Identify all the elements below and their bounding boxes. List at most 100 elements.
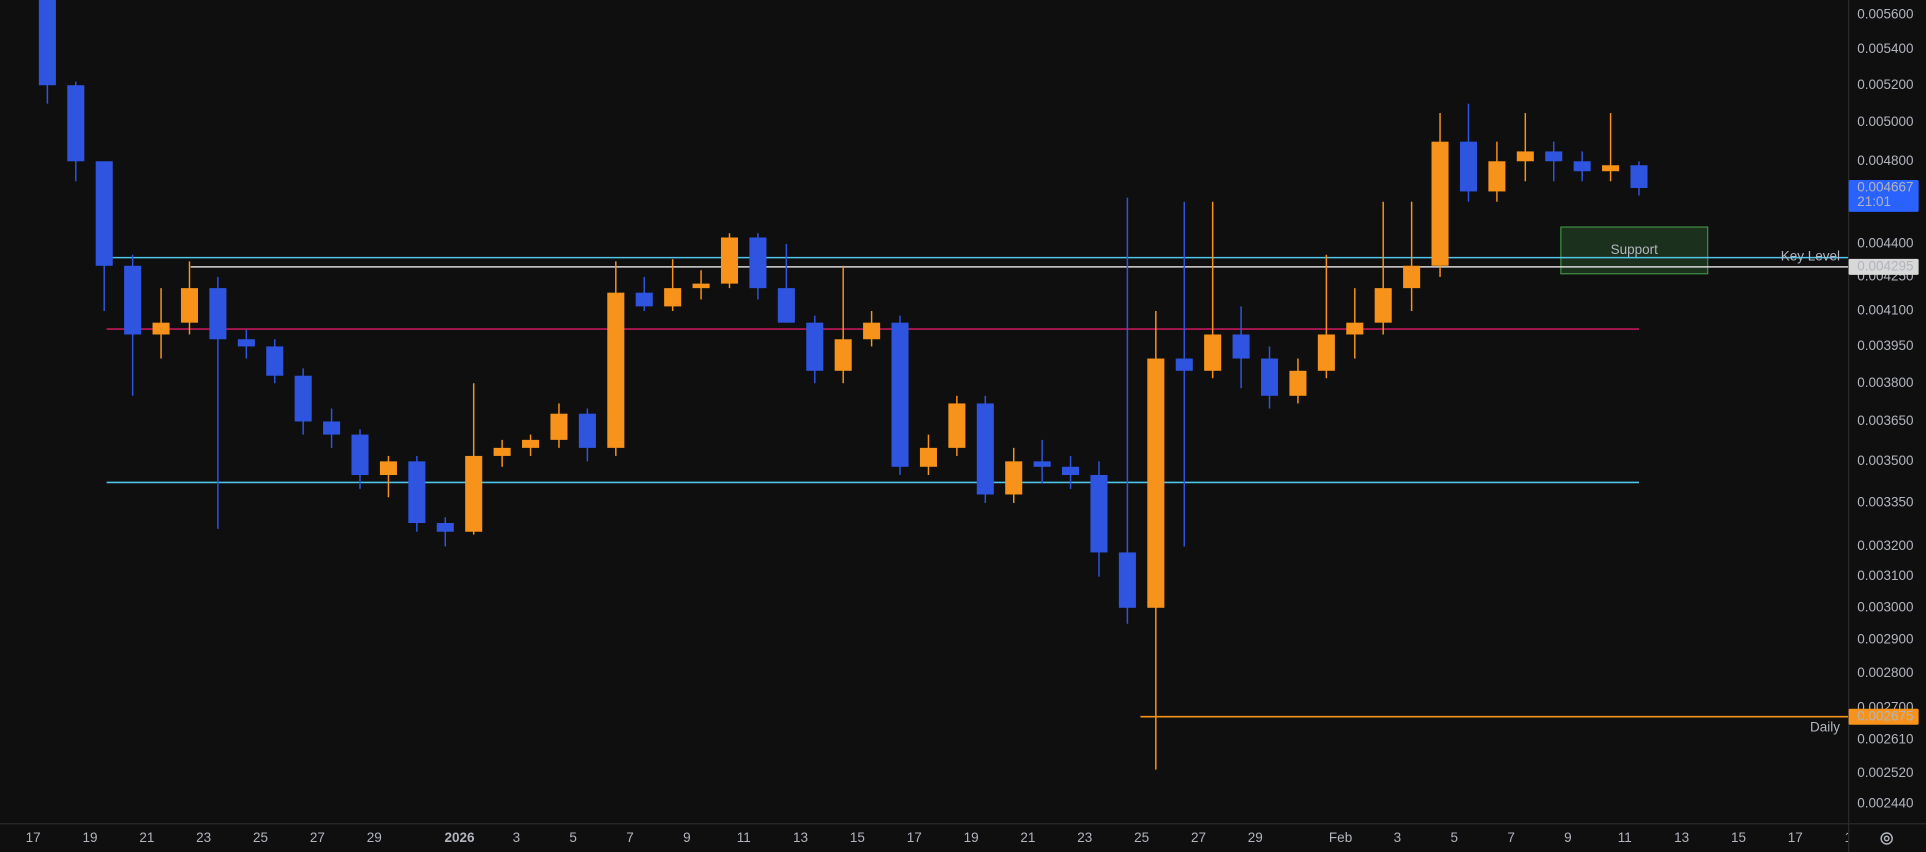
x-tick-label: 25 xyxy=(253,830,268,845)
candle-body xyxy=(493,447,511,456)
candle-body xyxy=(1317,334,1335,371)
x-tick-label: 13 xyxy=(1674,830,1689,845)
level-label: Daily xyxy=(1810,719,1840,734)
candle-body xyxy=(692,283,710,289)
level-price-tag xyxy=(1848,708,1919,725)
x-tick-label: 29 xyxy=(367,830,382,845)
candle-body xyxy=(1545,151,1563,162)
candle-body xyxy=(720,237,739,284)
x-tick-label: 15 xyxy=(1731,830,1746,845)
level-price-tag-text: 0.004295 xyxy=(1857,258,1913,273)
x-tick-label: 17 xyxy=(907,830,922,845)
candle-body xyxy=(1062,466,1080,476)
candle-body xyxy=(1573,161,1591,172)
y-tick-label: 0.003800 xyxy=(1857,375,1913,390)
candle-body xyxy=(95,161,113,266)
candle-body xyxy=(436,523,454,532)
x-tick-label: 23 xyxy=(1077,830,1092,845)
x-tick-label: Feb xyxy=(1329,830,1352,845)
y-tick-label: 0.002800 xyxy=(1857,665,1913,680)
candle-body xyxy=(550,413,568,440)
candle-body xyxy=(1488,161,1506,192)
candle-body xyxy=(976,403,994,495)
candle-body xyxy=(635,292,653,307)
x-tick-label: 21 xyxy=(139,830,154,845)
x-tick-label: 25 xyxy=(1134,830,1149,845)
x-tick-label: 27 xyxy=(310,830,325,845)
candle-body xyxy=(1289,370,1307,396)
candle-body xyxy=(1090,475,1108,553)
candle-body xyxy=(67,85,85,162)
x-tick-label: 27 xyxy=(1191,830,1206,845)
x-tick-label: 13 xyxy=(793,830,808,845)
candle-body xyxy=(38,0,56,86)
candle-body xyxy=(294,375,312,422)
candle-body xyxy=(1602,165,1620,172)
level-price-tag xyxy=(1848,258,1919,275)
candle-body xyxy=(1630,165,1648,188)
y-tick-label: 0.003000 xyxy=(1857,599,1913,614)
y-tick-label: 0.002440 xyxy=(1857,796,1913,811)
y-tick-label: 0.003650 xyxy=(1857,413,1913,428)
x-tick-label: 5 xyxy=(569,830,577,845)
candle-body xyxy=(664,288,682,307)
candle-body xyxy=(1516,151,1534,162)
settings-icon[interactable] xyxy=(1880,832,1893,845)
y-tick-label: 0.003200 xyxy=(1857,538,1913,553)
y-tick-label: 0.004800 xyxy=(1857,153,1913,168)
y-tick-label: 0.004400 xyxy=(1857,235,1913,250)
level-price-tag-text: 0.002675 xyxy=(1857,708,1913,723)
x-tick-label: 17 xyxy=(1788,830,1803,845)
candle-body xyxy=(124,265,142,335)
y-tick-label: 0.005400 xyxy=(1857,41,1913,56)
candle-body xyxy=(1374,288,1392,323)
last-price-tag xyxy=(1848,179,1919,212)
x-tick-label: 17 xyxy=(26,830,41,845)
candle-body xyxy=(152,322,170,335)
candle-body xyxy=(408,461,426,524)
candle-body xyxy=(323,421,341,435)
candle-body xyxy=(1147,358,1165,608)
candle-body xyxy=(948,403,966,448)
candle-body xyxy=(1403,265,1421,289)
candle-body xyxy=(465,455,483,532)
candle-body xyxy=(522,439,540,448)
y-tick-label: 0.003500 xyxy=(1857,453,1913,468)
candle-body xyxy=(1232,334,1250,359)
candle-body xyxy=(266,346,284,376)
candle-body xyxy=(1346,322,1364,335)
x-tick-label: 7 xyxy=(626,830,634,845)
candle-body xyxy=(1005,461,1023,495)
x-tick-label: 11 xyxy=(737,830,751,845)
last-price-tag-text: 0.004667 xyxy=(1857,180,1913,195)
candle-body xyxy=(351,434,369,476)
y-tick-label: 0.002610 xyxy=(1857,732,1913,747)
candle-body xyxy=(1033,461,1051,467)
candle-body xyxy=(834,339,852,371)
zone-label: Support xyxy=(1611,242,1659,257)
candle-body xyxy=(891,322,909,467)
x-tick-label: 9 xyxy=(1564,830,1572,845)
x-tick-label: 19 xyxy=(964,830,979,845)
y-tick-label: 0.003100 xyxy=(1857,568,1913,583)
candle-body xyxy=(607,292,625,448)
candle-body xyxy=(806,322,824,371)
candle-body xyxy=(1260,358,1279,396)
y-tick-label: 0.003350 xyxy=(1857,495,1913,510)
x-tick-label: 3 xyxy=(1394,830,1402,845)
x-tick-label: 21 xyxy=(1020,830,1035,845)
x-tick-label: 3 xyxy=(513,830,521,845)
candle-body xyxy=(209,288,227,340)
y-tick-label: 0.002520 xyxy=(1857,765,1913,780)
candle-body xyxy=(1431,141,1449,266)
plot-area: Support Key Level Daily xyxy=(38,0,1849,770)
x-tick-label: 9 xyxy=(683,830,691,845)
level-label: Key Level xyxy=(1781,249,1840,264)
candle-body xyxy=(777,288,795,323)
y-tick-label: 0.004100 xyxy=(1857,303,1913,318)
x-tick-label: 19 xyxy=(82,830,97,845)
candle-body xyxy=(863,322,881,340)
candle-body xyxy=(1204,334,1222,371)
